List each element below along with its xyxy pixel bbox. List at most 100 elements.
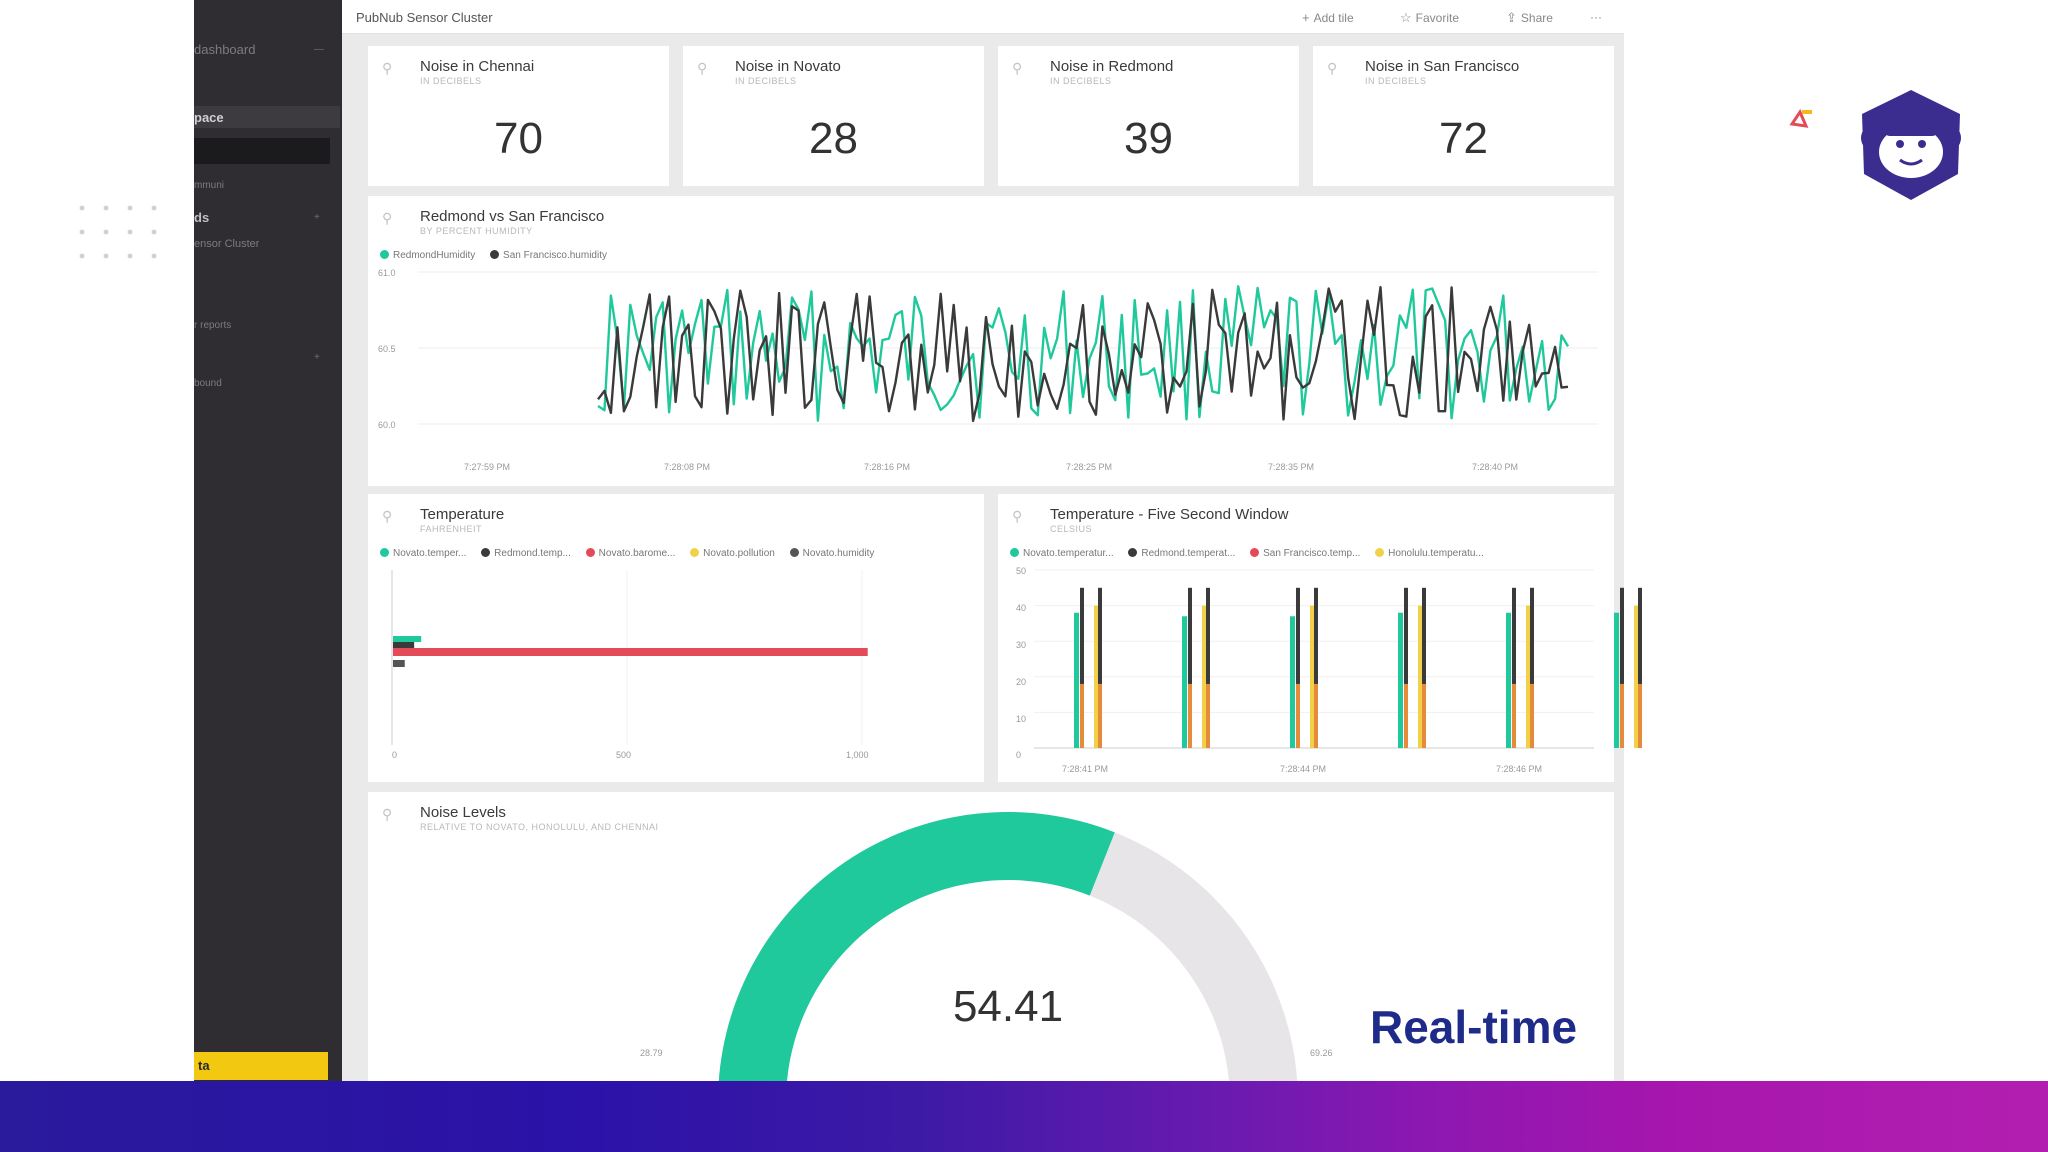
legend-swatch <box>1250 548 1260 557</box>
column-honolulu <box>1634 605 1638 748</box>
legend-item[interactable]: Novato.temper... <box>380 548 466 559</box>
decorative-dot-grid <box>70 196 160 276</box>
legend-item[interactable]: Novato.pollution <box>690 548 775 559</box>
legend-swatch <box>380 250 389 259</box>
tile-subtitle: RELATIVE TO NOVATO, HONOLULU, AND CHENNA… <box>420 822 659 832</box>
legend-swatch <box>789 548 799 557</box>
column-redmond-b <box>1638 587 1642 748</box>
pin-icon[interactable]: ⚲ <box>382 60 393 76</box>
kpi-title: Noise in Redmond <box>1050 58 1174 75</box>
favorite-button[interactable]: ☆ Favorite <box>1400 10 1459 26</box>
pin-icon[interactable]: ⚲ <box>1012 508 1023 524</box>
favorite-label: Favorite <box>1415 11 1460 25</box>
nav-item-workspace[interactable]: pace <box>194 110 224 125</box>
kpi-tile-redmond[interactable]: ⚲ Noise in Redmond IN DECIBELS 39 <box>998 46 1299 186</box>
kpi-tile-novato[interactable]: ⚲ Noise in Novato IN DECIBELS 28 <box>683 46 984 186</box>
nav-search-input[interactable] <box>194 138 330 164</box>
x-tick-label: 7:27:59 PM <box>464 462 511 472</box>
pin-icon[interactable]: ⚲ <box>382 508 393 524</box>
humidity-line-chart <box>418 271 1598 425</box>
tile-subtitle: CELSIUS <box>1050 524 1093 534</box>
gauge-max-label: 69.26 <box>1310 1048 1333 1058</box>
legend-item[interactable]: Redmond.temperat... <box>1128 548 1235 559</box>
noise-gauge-tile[interactable]: ⚲ Noise Levels RELATIVE TO NOVATO, HONOL… <box>368 792 1614 1102</box>
column-san-francisco-b <box>1638 683 1642 748</box>
pin-icon[interactable]: ⚲ <box>697 60 708 76</box>
dashboard-topbar: PubNub Sensor Cluster + Add tile ☆ Favorit… <box>342 0 1624 34</box>
nav-item-dashboards[interactable]: ds <box>194 210 210 225</box>
column-san-francisco-b <box>1530 683 1534 748</box>
get-data-button[interactable]: ta <box>194 1052 328 1080</box>
legend-label: Redmond.temperat... <box>1141 548 1236 559</box>
column-san-francisco-b <box>1422 683 1426 748</box>
legend-item[interactable]: Novato.barome... <box>585 548 676 559</box>
legend-item[interactable]: RedmondHumidity <box>380 250 475 261</box>
temperature-column-chart <box>1034 569 1642 749</box>
dashboard-title: PubNub Sensor Cluster <box>356 10 493 25</box>
column-novato <box>1074 612 1079 748</box>
gauge-fill <box>718 812 1115 1102</box>
y-tick-label: 60.0 <box>378 420 396 430</box>
x-tick-label: 7:28:25 PM <box>1066 462 1113 472</box>
y-tick-label: 30 <box>1016 640 1027 650</box>
tile-title: Redmond vs San Francisco <box>420 208 605 225</box>
nav-item-reports[interactable]: r reports <box>194 320 232 331</box>
legend-item[interactable]: Honolulu.temperatu... <box>1375 548 1484 559</box>
nav-selected-row[interactable] <box>194 106 340 128</box>
pin-icon[interactable]: ⚲ <box>382 210 393 226</box>
pin-icon[interactable]: ⚲ <box>382 806 393 822</box>
nav-item-cluster[interactable]: ensor Cluster <box>194 238 260 250</box>
legend-item[interactable]: Novato.humidity <box>789 548 874 559</box>
add-icon[interactable]: + <box>314 212 320 223</box>
kpi-tile-san-francisco[interactable]: ⚲ Noise in San Francisco IN DECIBELS 72 <box>1313 46 1614 186</box>
column-san-francisco-b <box>1314 683 1318 748</box>
legend-item[interactable]: San Francisco.humidity <box>490 250 607 261</box>
share-button[interactable]: ⇪ Share <box>1506 10 1553 26</box>
kpi-tile-chennai[interactable]: ⚲ Noise in Chennai IN DECIBELS 70 <box>368 46 669 186</box>
legend-swatch <box>1375 548 1385 557</box>
y-tick-label: 61.0 <box>378 268 396 278</box>
nav-item-dashboard[interactable]: dashboard <box>194 42 256 57</box>
legend-item[interactable]: San Francisco.temp... <box>1250 548 1360 559</box>
temperature-window-chart-tile[interactable]: ⚲ Temperature - Five Second Window CELSI… <box>998 494 1642 782</box>
y-tick-label: 0 <box>1016 750 1022 760</box>
legend-label: RedmondHumidity <box>393 250 476 261</box>
humidity-chart-tile[interactable]: ⚲ Redmond vs San Francisco BY PERCENT HU… <box>368 196 1614 486</box>
legend-item[interactable]: Novato.temperatur... <box>1010 548 1114 559</box>
tile-subtitle: BY PERCENT HUMIDITY <box>420 226 533 236</box>
powerbi-left-nav: dashboard — pace mmuni ds + ensor Cluste… <box>194 0 342 1081</box>
legend-label: Novato.barome... <box>598 548 676 559</box>
legend-swatch <box>481 548 491 557</box>
column-honolulu <box>1418 605 1422 748</box>
add-icon[interactable]: + <box>314 352 320 363</box>
column-honolulu <box>1094 605 1098 748</box>
nav-item-bound[interactable]: bound <box>194 378 222 389</box>
legend-swatch <box>1010 548 1019 557</box>
x-tick-label: 7:28:46 PM <box>1496 764 1543 774</box>
chart-legend: RedmondHumidity San Francisco.humidity <box>380 250 619 261</box>
more-options-button[interactable]: ··· <box>1590 10 1602 24</box>
nav-item-component[interactable]: mmuni <box>194 180 225 191</box>
star-icon: ☆ <box>1400 10 1412 25</box>
chevron-icon[interactable]: — <box>314 44 324 55</box>
tile-title: Noise Levels <box>420 804 506 821</box>
add-tile-button[interactable]: + Add tile <box>1302 10 1354 25</box>
legend-label: Novato.pollution <box>703 548 775 559</box>
column-redmond-b <box>1314 587 1318 748</box>
pin-icon[interactable]: ⚲ <box>1327 60 1338 76</box>
kpi-value: 70 <box>494 114 543 163</box>
kpi-subtitle: IN DECIBELS <box>1050 76 1112 86</box>
pin-icon[interactable]: ⚲ <box>1012 60 1023 76</box>
legend-item[interactable]: Redmond.temp... <box>481 548 571 559</box>
bottom-gradient-band <box>0 1081 2048 1152</box>
x-tick-label: 7:28:44 PM <box>1280 764 1327 774</box>
legend-label: Honolulu.temperatu... <box>1388 548 1484 559</box>
column-san-francisco <box>1188 683 1192 748</box>
temperature-chart-tile[interactable]: ⚲ Temperature FAHRENHEIT Novato.temper..… <box>368 494 984 782</box>
kpi-title: Noise in San Francisco <box>1365 58 1520 75</box>
legend-label: Novato.temperatur... <box>1023 548 1114 559</box>
column-novato <box>1290 616 1295 748</box>
temperature-bar-chart <box>391 570 868 745</box>
legend-swatch <box>490 250 500 259</box>
